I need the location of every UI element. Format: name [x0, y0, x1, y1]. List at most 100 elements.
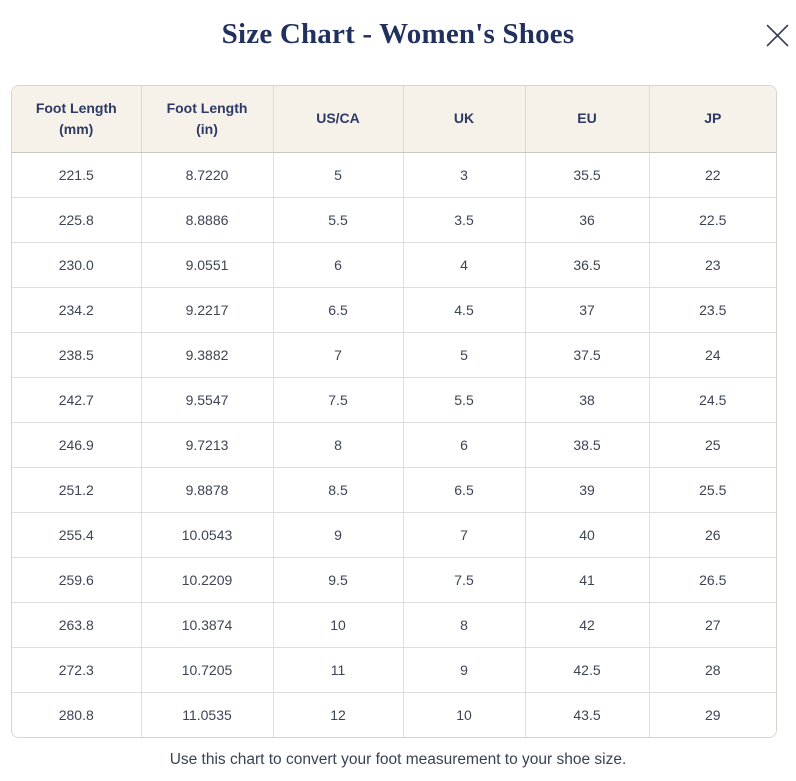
table-cell: 251.2 [12, 467, 142, 513]
table-cell: 7.5 [403, 557, 526, 603]
table-cell: 12 [273, 692, 404, 737]
table-cell: 5.5 [273, 197, 404, 243]
table-cell: 36 [525, 197, 650, 243]
table-cell: 9 [273, 512, 404, 558]
footer-note: Use this chart to convert your foot meas… [169, 751, 627, 768]
table-cell: 10.7205 [141, 647, 274, 693]
table-cell: 272.3 [12, 647, 142, 693]
table-cell: 9.0551 [141, 242, 274, 288]
table-cell: 41 [525, 557, 650, 603]
table-cell: 11.0535 [141, 692, 274, 737]
table-cell: 8.8886 [141, 197, 274, 243]
header-cell: UK [403, 86, 526, 153]
table-row: 272.3 10.7205 11 9 42.5 28 [12, 647, 776, 693]
header-cell: JP [649, 86, 776, 153]
table-cell: 5 [273, 152, 404, 198]
size-chart-modal: Size Chart - Women's Shoes Foot Length (… [0, 18, 796, 781]
close-icon [765, 23, 790, 48]
table-cell: 28 [649, 647, 776, 693]
table-cell: 37.5 [525, 332, 650, 378]
table-row: 263.8 10.3874 10 8 42 27 [12, 602, 776, 648]
size-table-header: Foot Length (mm) Foot Length (in) US/CA UK E… [12, 86, 776, 153]
table-row: 255.4 10.0543 9 7 40 26 [12, 512, 776, 558]
header-cell: Foot Length (in) [141, 86, 274, 153]
table-cell: 6 [403, 422, 526, 468]
table-cell: 3.5 [403, 197, 526, 243]
header-cell: Foot Length (mm) [12, 86, 142, 153]
table-cell: 221.5 [12, 152, 142, 198]
table-row: 221.5 8.7220 5 3 35.5 22 [12, 152, 776, 198]
table-cell: 3 [403, 152, 526, 198]
table-row: 280.8 11.0535 12 10 43.5 29 [12, 692, 776, 737]
table-cell: 8.7220 [141, 152, 274, 198]
size-table-body: 221.5 8.7220 5 3 35.5 22 225.8 8.8886 5.5 3.5 36 22… [12, 152, 776, 737]
table-cell: 5 [403, 332, 526, 378]
table-cell: 39 [525, 467, 650, 513]
table-cell: 259.6 [12, 557, 142, 603]
size-chart-table-container: Foot Length (mm) Foot Length (in) US/CA UK E… [11, 85, 777, 738]
table-cell: 9.3882 [141, 332, 274, 378]
table-cell: 43.5 [525, 692, 650, 737]
table-cell: 7.5 [273, 377, 404, 423]
table-cell: 38 [525, 377, 650, 423]
table-cell: 7 [273, 332, 404, 378]
table-cell: 26.5 [649, 557, 776, 603]
table-cell: 280.8 [12, 692, 142, 737]
table-cell: 11 [273, 647, 404, 693]
table-cell: 9.7213 [141, 422, 274, 468]
table-cell: 242.7 [12, 377, 142, 423]
table-cell: 8 [273, 422, 404, 468]
header-cell: US/CA [273, 86, 404, 153]
table-cell: 246.9 [12, 422, 142, 468]
table-row: 230.0 9.0551 6 4 36.5 23 [12, 242, 776, 288]
table-cell: 5.5 [403, 377, 526, 423]
table-cell: 25.5 [649, 467, 776, 513]
table-cell: 263.8 [12, 602, 142, 648]
table-cell: 38.5 [525, 422, 650, 468]
table-cell: 7 [403, 512, 526, 558]
table-cell: 9.5 [273, 557, 404, 603]
table-cell: 230.0 [12, 242, 142, 288]
table-cell: 10.3874 [141, 602, 274, 648]
table-cell: 8 [403, 602, 526, 648]
table-row: 234.2 9.2217 6.5 4.5 37 23.5 [12, 287, 776, 333]
table-cell: 35.5 [525, 152, 650, 198]
table-cell: 9 [403, 647, 526, 693]
close-button[interactable] [762, 20, 792, 50]
table-row: 246.9 9.7213 8 6 38.5 25 [12, 422, 776, 468]
table-cell: 22 [649, 152, 776, 198]
table-row: 242.7 9.5547 7.5 5.5 38 24.5 [12, 377, 776, 423]
table-row: 238.5 9.3882 7 5 37.5 24 [12, 332, 776, 378]
header-cell: EU [525, 86, 650, 153]
table-cell: 36.5 [525, 242, 650, 288]
table-row: 251.2 9.8878 8.5 6.5 39 25.5 [12, 467, 776, 513]
table-cell: 24.5 [649, 377, 776, 423]
table-cell: 6.5 [273, 287, 404, 333]
table-cell: 23.5 [649, 287, 776, 333]
table-cell: 9.2217 [141, 287, 274, 333]
size-table: Foot Length (mm) Foot Length (in) US/CA UK E… [12, 86, 776, 737]
table-cell: 22.5 [649, 197, 776, 243]
header-row: Foot Length (mm) Foot Length (in) US/CA UK E… [12, 86, 776, 153]
table-cell: 8.5 [273, 467, 404, 513]
table-cell: 10 [403, 692, 526, 737]
table-cell: 4 [403, 242, 526, 288]
table-cell: 37 [525, 287, 650, 333]
table-cell: 42.5 [525, 647, 650, 693]
table-cell: 27 [649, 602, 776, 648]
table-cell: 24 [649, 332, 776, 378]
table-cell: 238.5 [12, 332, 142, 378]
table-cell: 40 [525, 512, 650, 558]
table-cell: 42 [525, 602, 650, 648]
table-row: 259.6 10.2209 9.5 7.5 41 26.5 [12, 557, 776, 603]
table-cell: 255.4 [12, 512, 142, 558]
table-row: 225.8 8.8886 5.5 3.5 36 22.5 [12, 197, 776, 243]
table-cell: 10.0543 [141, 512, 274, 558]
table-cell: 26 [649, 512, 776, 558]
table-cell: 6 [273, 242, 404, 288]
table-cell: 29 [649, 692, 776, 737]
table-cell: 10 [273, 602, 404, 648]
page-title: Size Chart - Women's Shoes [221, 18, 575, 50]
table-cell: 9.5547 [141, 377, 274, 423]
table-cell: 234.2 [12, 287, 142, 333]
